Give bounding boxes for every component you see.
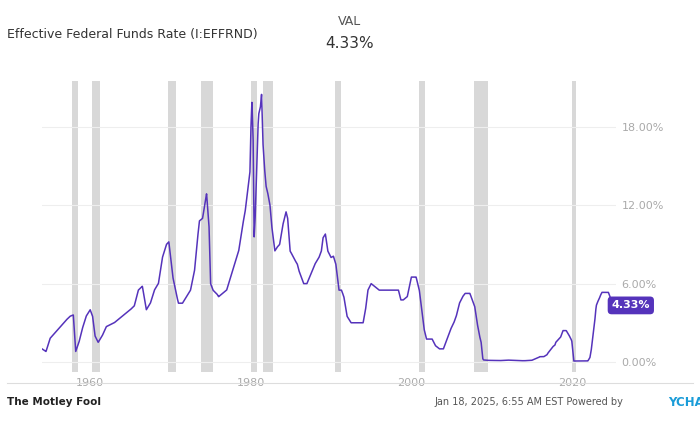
- Bar: [572, 81, 576, 372]
- Text: 4.33%: 4.33%: [326, 36, 374, 51]
- Bar: [201, 81, 213, 372]
- Bar: [92, 81, 100, 372]
- Bar: [251, 81, 257, 372]
- Text: Effective Federal Funds Rate (I:EFFRND): Effective Federal Funds Rate (I:EFFRND): [7, 28, 258, 41]
- Bar: [262, 81, 273, 372]
- Bar: [419, 81, 426, 372]
- Bar: [473, 81, 488, 372]
- Bar: [72, 81, 78, 372]
- Bar: [169, 81, 176, 372]
- Text: 4.33%: 4.33%: [612, 300, 650, 310]
- Text: VAL: VAL: [338, 15, 362, 28]
- Text: The Motley Fool: The Motley Fool: [7, 397, 101, 407]
- Text: Jan 18, 2025, 6:55 AM EST Powered by: Jan 18, 2025, 6:55 AM EST Powered by: [434, 397, 626, 407]
- Bar: [335, 81, 341, 372]
- Text: YCHARTS: YCHARTS: [668, 396, 700, 409]
